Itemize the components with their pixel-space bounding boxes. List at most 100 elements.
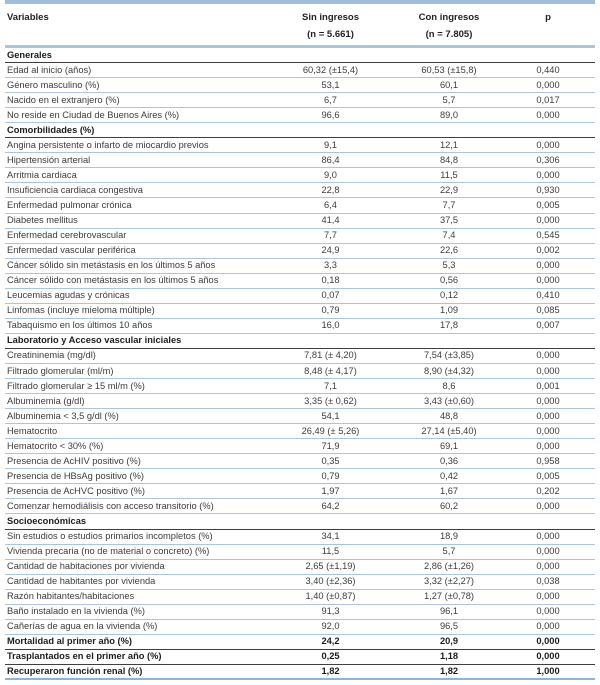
sin-ingresos-cell: 6,7 (324, 94, 337, 105)
con-ingresos-cell: 1,82 (439, 665, 459, 676)
con-ingresos-cell: 11,5 (440, 169, 458, 180)
p-cell: 0,930 (536, 184, 560, 195)
variable-cell: Trasplantados en el primer año (%) (7, 651, 162, 662)
p-cell: 0,545 (536, 230, 560, 241)
con-ingresos-cell: 20,9 (439, 636, 459, 647)
table-row: Razón habitantes/habitaciones 1,40 (±0,87… (5, 590, 595, 605)
p-cell: 0,000 (536, 440, 560, 451)
con-ingresos-cell: 18,9 (439, 531, 459, 542)
table-row: Nacido en el extranjero (%) 6,7 5,7 0,017 (5, 93, 595, 109)
table-row: Edad al inicio (años) 60,32 (±15,4) 60,53 … (5, 63, 595, 79)
variable-cell: Linfomas (incluye mieloma múltiple) (7, 305, 155, 316)
column-header-con-ingresos: Con ingresos (n = 7.805) (393, 9, 505, 43)
sin-ingresos-cell: 1,82 (321, 665, 340, 676)
p-cell: 0,000 (536, 260, 560, 271)
sin-ingresos-cell: 9,1 (324, 139, 337, 150)
sin-ingresos-n: (n = 5.661) (307, 29, 354, 40)
variable-cell: Cañerías de agua en la vivienda (%) (7, 621, 158, 632)
variable-cell: Leucemias agudas y crónicas (7, 290, 130, 301)
table-row: Vivienda precaria (no de material o conc… (5, 545, 595, 560)
con-ingresos-cell: 5,3 (442, 260, 456, 271)
column-header-sin-ingresos: Sin ingresos (n = 5.661) (268, 9, 393, 43)
sin-ingresos-cell: 34,1 (321, 531, 340, 542)
sin-ingresos-cell: 91,3 (321, 606, 340, 617)
variable-cell: Albuminemia < 3,5 g/dl (%) (7, 410, 119, 421)
variable-cell: Diabetes mellitus (7, 215, 78, 226)
p-cell: 0,038 (536, 576, 560, 587)
variable-cell: No reside en Ciudad de Buenos Aires (%) (7, 109, 180, 120)
p-cell: 0,000 (536, 651, 560, 662)
p-cell: 1,000 (536, 665, 560, 676)
table-row: Arritmia cardiaca 9,0 11,5 0,000 (5, 168, 595, 184)
table-row: Baño instalado en la vivienda (%) 91,3 96,… (5, 605, 595, 620)
sin-ingresos-cell: 0,18 (321, 275, 340, 286)
variable-cell: Vivienda precaria (no de material o conc… (7, 546, 210, 557)
variable-cell: Enfermedad vascular periférica (7, 245, 136, 256)
con-ingresos-cell: 60,2 (439, 500, 459, 511)
table-row: Enfermedad pulmonar crónica 6,4 7,7 0,005 (5, 198, 595, 214)
p-cell: 0,085 (536, 305, 560, 316)
con-ingresos-cell: 5,7 (442, 546, 456, 557)
p-cell: 0,017 (536, 94, 560, 105)
p-cell: 0,000 (536, 500, 560, 511)
sin-ingresos-cell: 11,5 (321, 546, 340, 557)
variable-cell: Sin estudios o estudios primarios incomp… (7, 531, 213, 542)
p-cell: 0,000 (536, 139, 560, 150)
p-cell: 0,000 (536, 591, 560, 602)
p-cell: 0,202 (536, 485, 560, 496)
p-cell: 0,002 (536, 245, 560, 256)
table-row: Presencia de HBsAg positivo (%) 0,79 0,42 0… (5, 469, 595, 485)
variable-cell: Hipertensión arterial (7, 154, 91, 165)
table-row: Diabetes mellitus 41,4 37,5 0,000 (5, 214, 595, 229)
sin-ingresos-cell: 7,1 (324, 380, 337, 391)
table-row: Sin estudios o estudios primarios incomp… (5, 530, 595, 545)
table-row: Mortalidad al primer año (%) 24,2 20,9 0,00… (5, 635, 595, 650)
variable-cell: Hematocrito < 30% (%) (7, 440, 104, 451)
variable-cell: Mortalidad al primer año (%) (7, 636, 133, 647)
variable-cell: Arritmia cardiaca (7, 169, 77, 180)
sin-ingresos-cell: 71,9 (321, 440, 340, 451)
con-ingresos-cell: 60,1 (439, 79, 459, 90)
con-ingresos-cell: 7,7 (442, 199, 456, 210)
variable-cell: Socioeconómicas (7, 515, 87, 526)
variable-cell: Filtrado glomerular (ml/m) (7, 365, 114, 376)
table-row: Enfermedad cerebrovascular 7,7 7,4 0,545 (5, 229, 595, 244)
p-cell: 0,000 (536, 275, 560, 286)
p-cell: 0,000 (536, 215, 560, 226)
con-ingresos-cell: 1,27 (±0,78) (423, 591, 475, 602)
con-ingresos-cell: 5,7 (442, 94, 456, 105)
table-row: Cantidad de habitaciones por vivienda 2,6… (5, 560, 595, 575)
table-row: No reside en Ciudad de Buenos Aires (%) 9… (5, 108, 595, 124)
variable-cell: Enfermedad cerebrovascular (7, 230, 127, 241)
con-ingresos-cell: 8,90 (±4,32) (423, 365, 475, 376)
con-ingresos-cell: 0,56 (439, 275, 459, 286)
sin-ingresos-cell: 16,0 (321, 320, 340, 331)
table-row: Filtrado glomerular ≥ 15 ml/m (%) 7,1 8,6 0… (5, 379, 595, 395)
con-ingresos-cell: 0,42 (439, 470, 459, 481)
sin-ingresos-cell: 64,2 (321, 500, 340, 511)
variable-cell: Angina persistente o infarto de miocardi… (7, 139, 209, 150)
p-cell: 0,958 (536, 455, 560, 466)
variable-cell: Filtrado glomerular ≥ 15 ml/m (%) (7, 380, 145, 391)
sin-ingresos-cell: 3,40 (±2,36) (305, 576, 356, 587)
sin-ingresos-cell: 92,0 (321, 621, 340, 632)
table-row: Angina persistente o infarto de miocardi… (5, 138, 595, 154)
table-row: Género masculino (%) 53,1 60,1 0,000 (5, 78, 595, 94)
p-cell: 0,005 (536, 199, 560, 210)
variable-cell: Albuminemia (g/dl) (7, 395, 85, 406)
con-ingresos-cell: 1,09 (439, 305, 459, 316)
p-cell: 0,410 (536, 290, 560, 301)
con-ingresos-cell: 48,8 (439, 410, 459, 421)
con-ingresos-cell: 3,43 (±0,60) (423, 395, 475, 406)
variable-cell: Cantidad de habitantes por vivienda (7, 576, 156, 587)
p-label: p (545, 12, 551, 23)
table-row: Hipertensión arterial 86,4 84,8 0,306 (5, 153, 595, 169)
table-row: Cantidad de habitantes por vivienda 3,40 … (5, 575, 595, 590)
con-ingresos-cell: 3,32 (±2,27) (423, 576, 475, 587)
sin-ingresos-cell: 53,1 (321, 79, 340, 90)
table-row: Insuficiencia cardiaca congestiva 22,8 22,… (5, 183, 595, 199)
sin-ingresos-cell: 0,25 (321, 651, 340, 662)
con-ingresos-cell: 37,5 (439, 215, 459, 226)
sin-ingresos-cell: 26,49 (± 5,26) (301, 425, 360, 436)
section-row: Socioeconómicas (5, 514, 595, 530)
